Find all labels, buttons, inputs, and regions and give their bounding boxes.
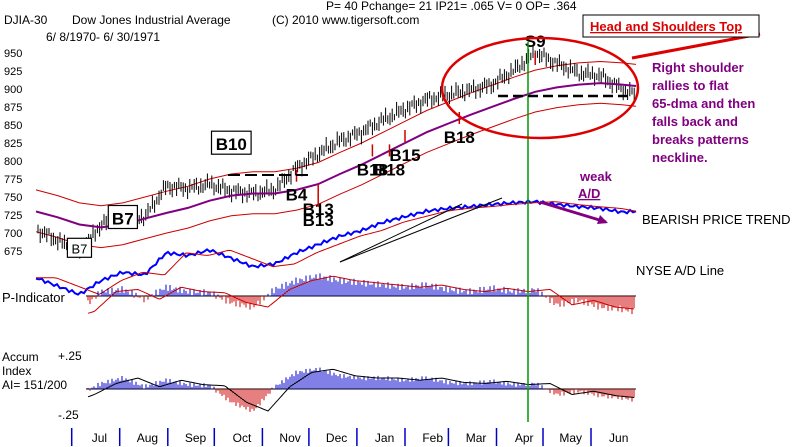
head-shoulders-label: Head and Shoulders Top — [590, 19, 742, 34]
right-shoulder-line: 65-dma and then — [652, 96, 755, 111]
accum-label-1: Accum — [2, 350, 39, 364]
month-label: May — [559, 431, 582, 445]
signal-label: B10 — [216, 135, 247, 154]
signal-label: B13 — [303, 200, 334, 219]
signal-label: B4 — [286, 186, 308, 205]
signal-box — [66, 237, 93, 258]
month-label: Nov — [279, 431, 300, 445]
month-label: Jul — [92, 431, 107, 445]
signal-box — [210, 130, 252, 155]
right-shoulder-line: rallies to flat — [652, 78, 729, 93]
head-shoulders-ellipse — [440, 36, 640, 140]
month-label: Oct — [233, 431, 252, 445]
price-bars — [37, 45, 635, 259]
y-tick-label: 700 — [4, 228, 22, 240]
y-tick-label: 875 — [4, 102, 22, 114]
accum-label-2: Index — [2, 364, 31, 378]
header-name: Dow Jones Industrial Average — [72, 13, 231, 27]
y-tick-label: 825 — [4, 138, 22, 150]
accum-index-panel — [86, 367, 636, 412]
signal-label: B7 — [112, 210, 134, 229]
month-label: Dec — [326, 431, 347, 445]
signal-label: B18 — [374, 160, 405, 179]
accum-scale-top: +.25 — [58, 349, 82, 363]
right-shoulder-line: falls back and — [652, 114, 738, 129]
right-shoulder-annotation: Right shoulder rallies to flat 65-dma and … — [652, 60, 755, 165]
accum-scale-bottom: -.25 — [58, 408, 79, 422]
signal-label: B13 — [303, 211, 334, 230]
signal-label: B7 — [71, 241, 87, 256]
y-tick-label: 775 — [4, 174, 22, 186]
p-indicator-panel — [86, 273, 636, 315]
signal-box — [107, 204, 139, 230]
month-label: Apr — [515, 431, 534, 445]
ad-trendline-1 — [339, 197, 503, 263]
weak-ad-arrow — [539, 200, 607, 224]
month-label: Sep — [185, 431, 207, 445]
right-shoulder-line: breaks patterns — [652, 132, 749, 147]
weak-ad-arrowhead — [597, 215, 608, 224]
ad-ma-line — [36, 201, 637, 295]
right-shoulder-line: Right shoulder — [652, 60, 744, 75]
accum-index-ma-line — [87, 368, 635, 412]
weak-ad-label-1: weak — [579, 169, 613, 184]
y-tick-label: 850 — [4, 120, 22, 132]
bearish-trend-label: BEARISH PRICE TREND — [642, 212, 791, 227]
signal-label: B15 — [389, 146, 420, 165]
right-shoulder-line: neckline. — [652, 150, 708, 165]
month-label: Aug — [137, 431, 158, 445]
month-label: Feb — [422, 431, 443, 445]
p-indicator-ma-line — [87, 275, 635, 314]
ad-trendline-2 — [339, 203, 463, 263]
header-symbol: DJIA-30 — [4, 13, 48, 27]
month-label: Jun — [609, 431, 628, 445]
y-tick-label: 925 — [4, 66, 22, 78]
head-shoulders-box — [582, 14, 760, 38]
month-label: Jan — [375, 431, 394, 445]
y-tick-label: 750 — [4, 192, 22, 204]
header-dates: 6/ 8/1970- 6/ 30/1971 — [46, 30, 160, 44]
month-axis: Jul Aug Sep Oct Nov Dec Jan Feb Mar Apr May Jun — [70, 428, 628, 446]
y-tick-label: 675 — [4, 246, 22, 258]
head-shoulders-pointer — [631, 32, 761, 60]
y-tick-label: 725 — [4, 210, 22, 222]
y-tick-label: 950 — [4, 48, 22, 60]
upper-band-line — [35, 60, 637, 207]
y-tick-label: 800 — [4, 156, 22, 168]
lower-band-line — [35, 102, 637, 249]
month-label: Mar — [466, 431, 487, 445]
y-axis-ticks: 950 925 900 875 850 825 800 775 750 725 700 675 — [4, 48, 22, 258]
signal-label: B18 — [357, 160, 388, 179]
ai-ratio-label: AI= 151/200 — [2, 378, 67, 392]
signal-label: B18 — [444, 128, 475, 147]
header-copyright: (C) 2010 www.tigersoft.com — [272, 13, 419, 27]
y-tick-label: 900 — [4, 84, 22, 96]
trading-bands — [35, 60, 637, 249]
header-stats: P= 40 Pchange= 21 IP21= .065 V= 0 OP= .3… — [326, 0, 577, 13]
weak-ad-label-2: A/D — [578, 186, 600, 201]
signal-label: S9 — [525, 32, 546, 51]
ad-line-label: NYSE A/D Line — [636, 263, 724, 278]
ad-line — [35, 199, 637, 296]
p-indicator-label: P-Indicator — [2, 290, 66, 305]
